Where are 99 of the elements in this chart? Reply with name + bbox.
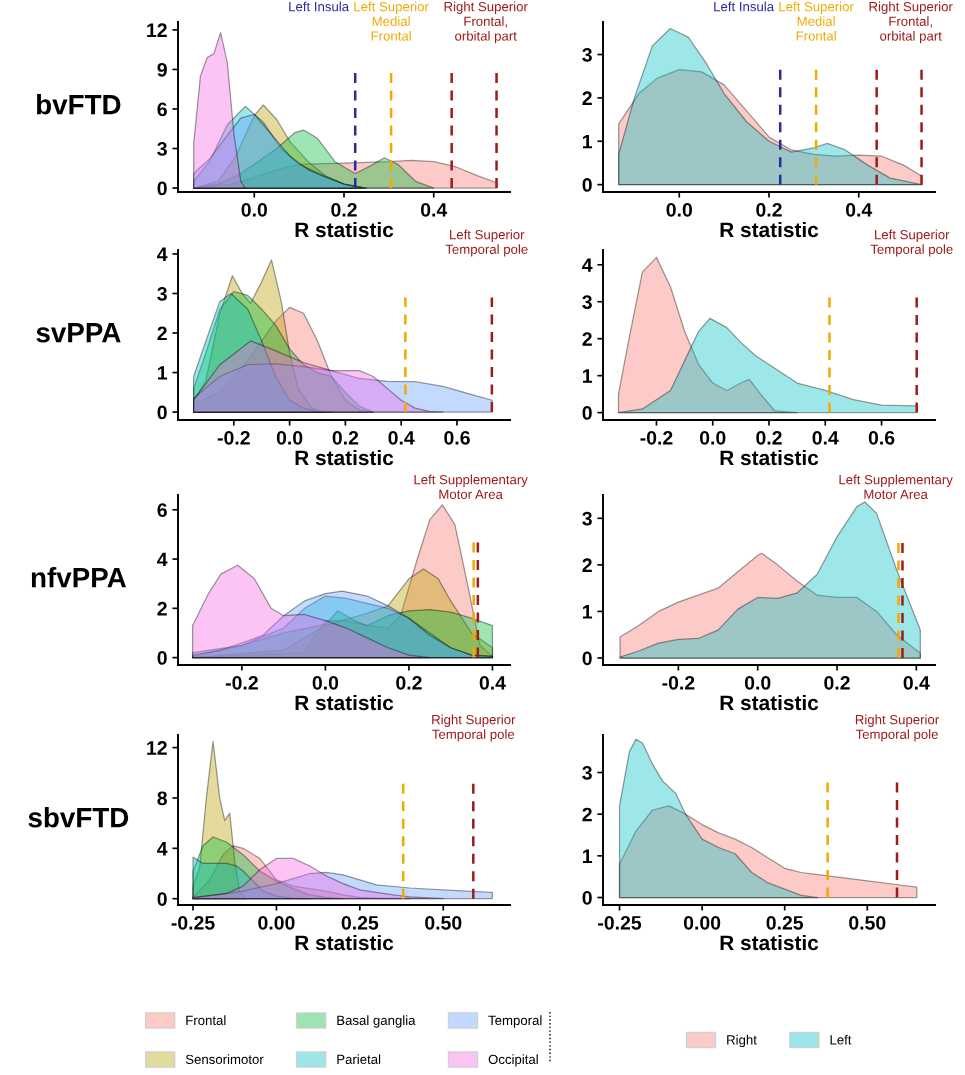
x-tick-label: 0.2 — [332, 430, 359, 445]
ref-line-label: Left Superior Medial Frontal — [779, 1, 854, 41]
legend-label: Left — [830, 1034, 852, 1045]
y-tick-label: 2 — [157, 326, 167, 341]
x-axis-title: R statistic — [295, 221, 394, 238]
y-tick-label: 0 — [582, 178, 592, 192]
x-tick-label: 0.2 — [331, 202, 357, 217]
x-tick-label: 0.0 — [241, 202, 267, 217]
text: bvFTD — [37, 94, 121, 115]
text: nfvPPA — [31, 567, 127, 588]
y-tick-label: 3 — [582, 47, 592, 62]
y-tick-label: 9 — [157, 62, 167, 77]
legend-label: Sensorimotor — [185, 1054, 264, 1065]
x-tick-label: -0.2 — [225, 675, 258, 690]
x-tick-label: -0.2 — [217, 430, 250, 445]
ref-line-label: Left Insula — [714, 1, 775, 12]
x-tick-label: -0.2 — [662, 675, 695, 690]
y-tick-label: 3 — [582, 765, 592, 780]
x-tick-label: 0.2 — [756, 430, 782, 445]
x-tick-label: 0.2 — [824, 675, 850, 690]
x-axis-title: R statistic — [720, 449, 819, 466]
y-tick-label: 3 — [157, 286, 167, 301]
x-tick-label: 0.0 — [312, 675, 339, 690]
x-tick-label: 0.25 — [766, 915, 804, 930]
y-tick-label: 1 — [157, 366, 168, 380]
y-tick-label: 0 — [157, 892, 167, 906]
x-axis-title: R statistic — [720, 694, 819, 711]
x-tick-label: 0.50 — [849, 915, 886, 930]
y-tick-label: 3 — [582, 295, 592, 309]
x-tick-label: 0.4 — [388, 430, 415, 445]
ref-line-label: Left Superior Temporal pole — [445, 229, 528, 257]
y-tick-label: 6 — [157, 102, 167, 117]
ref-line-label: Right Superior Frontal, orbital part — [869, 1, 953, 44]
y-tick-label: 0 — [157, 181, 167, 196]
x-tick-label: 0.4 — [845, 202, 873, 217]
y-tick-label: 4 — [157, 247, 168, 261]
x-tick-label: 0.4 — [479, 675, 506, 690]
y-tick-label: 12 — [147, 741, 167, 755]
y-tick-label: 2 — [582, 558, 592, 572]
x-tick-label: 0.4 — [812, 430, 839, 445]
y-tick-label: 1 — [582, 134, 593, 149]
x-axis-title: R statistic — [720, 221, 819, 238]
legend-label: Right — [727, 1034, 757, 1048]
legend-label: Frontal — [186, 1015, 226, 1026]
x-tick-label: -0.25 — [171, 915, 215, 930]
x-tick-label: 0.6 — [868, 430, 895, 445]
ref-line-label: Right Superior Frontal, orbital part — [444, 1, 528, 44]
x-tick-label: 0.4 — [420, 202, 448, 217]
text: sbvFTD — [28, 807, 129, 828]
x-axis-title: R statistic — [295, 934, 394, 951]
text: svPPA — [36, 323, 121, 343]
y-tick-label: 0 — [582, 651, 592, 666]
y-tick-label: 0 — [157, 405, 167, 420]
x-tick-label: -0.2 — [640, 430, 673, 445]
x-tick-label: 0.4 — [903, 675, 930, 690]
y-tick-label: 3 — [157, 141, 167, 156]
y-tick-label: 2 — [582, 332, 592, 346]
y-tick-label: 2 — [157, 601, 167, 616]
y-tick-label: 0 — [157, 651, 167, 665]
ref-line-label: Right Superior Temporal pole — [432, 714, 516, 742]
y-tick-label: 4 — [157, 552, 168, 567]
ref-line-label: Left Supplementary Motor Area — [414, 474, 528, 499]
x-tick-label: 0.2 — [396, 675, 422, 690]
ref-line-label: Left Superior Medial Frontal — [354, 1, 429, 41]
x-axis-title: R statistic — [295, 449, 394, 466]
x-tick-label: 0.0 — [666, 202, 692, 217]
y-tick-label: 12 — [147, 23, 167, 37]
ref-line-label: Left Supplementary Motor Area — [839, 474, 953, 499]
y-tick-label: 0 — [582, 406, 592, 420]
ref-line-label: Right Superior Temporal pole — [855, 714, 939, 742]
x-axis-title: R statistic — [720, 934, 819, 951]
x-tick-label: 0.2 — [756, 202, 782, 217]
legend-label: Occipital — [488, 1054, 538, 1067]
y-tick-label: 2 — [582, 807, 592, 822]
y-tick-label: 1 — [582, 849, 593, 863]
y-tick-label: 4 — [582, 258, 593, 272]
y-tick-label: 3 — [582, 511, 592, 526]
x-axis-title: R statistic — [295, 694, 394, 711]
legend-label: Parietal — [337, 1054, 381, 1065]
x-tick-label: -0.25 — [598, 915, 642, 930]
x-tick-label: 0.00 — [683, 915, 721, 930]
y-tick-label: 2 — [582, 91, 592, 105]
y-tick-label: 1 — [582, 605, 593, 619]
x-tick-label: 0.25 — [341, 915, 379, 930]
legend-label: Temporal — [488, 1015, 542, 1028]
legend-label: Basal ganglia — [337, 1015, 416, 1028]
x-tick-label: 0.0 — [744, 675, 771, 690]
y-tick-label: 6 — [157, 503, 167, 518]
x-tick-label: 0.50 — [425, 915, 462, 930]
x-tick-label: 0.00 — [258, 915, 295, 930]
y-tick-label: 4 — [157, 842, 168, 856]
y-tick-label: 8 — [157, 791, 167, 806]
y-tick-label: 0 — [582, 890, 592, 905]
x-tick-label: 0.0 — [699, 430, 726, 445]
y-tick-label: 1 — [582, 369, 593, 383]
x-tick-label: 0.0 — [276, 430, 303, 445]
ref-line-label: Left Superior Temporal pole — [870, 229, 953, 257]
x-tick-label: 0.6 — [444, 430, 470, 445]
ref-line-label: Left Insula — [289, 1, 350, 12]
